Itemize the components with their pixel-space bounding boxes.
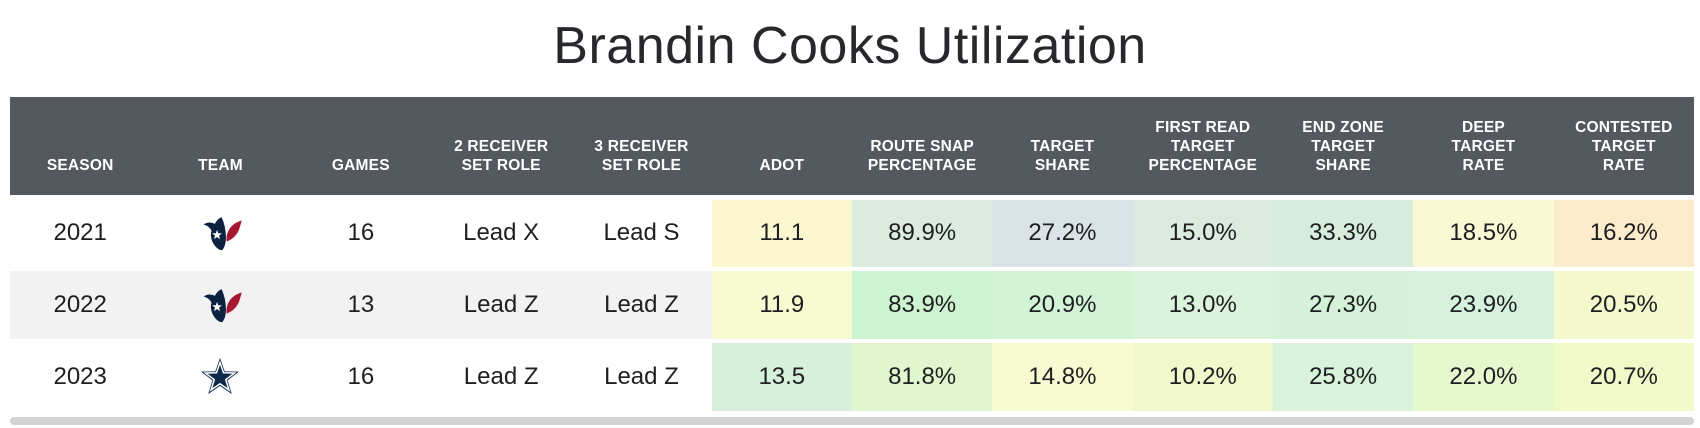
contested-target-rate-cell: 16.2% [1553,197,1694,271]
2-receiver-set-role-cell: Lead Z [430,341,572,415]
column-header-end-zone-target-share: END ZONE TARGET SHARE [1272,97,1414,200]
adot-cell: 13.5 [711,341,852,415]
column-header-contested-target-rate: CONTESTED TARGET RATE [1553,97,1694,200]
horizontal-scrollbar[interactable] [10,417,1694,425]
3-receiver-set-role-cell: Lead Z [571,341,712,415]
column-header-deep-target-rate: DEEP TARGET RATE [1413,97,1554,200]
cowboys-star-logo-icon [201,357,240,394]
season-cell: 2023 [10,341,151,415]
utilization-table: SEASON TEAM GAMES 2 RECEIVER SET ROLE 3 … [10,97,1694,415]
column-header-3-receiver-set-role: 3 RECEIVER SET ROLE [571,97,712,200]
end-zone-target-share-cell: 25.8% [1272,341,1414,415]
column-header-team: TEAM [150,97,291,200]
target-share-cell: 20.9% [992,269,1133,343]
target-share-cell: 27.2% [992,197,1133,271]
team-cell [150,341,291,415]
team-cell [150,197,291,271]
3-receiver-set-role-cell: Lead Z [571,269,712,343]
table-row-2022: 2022 13 Lead Z [10,269,1694,343]
first-read-target-percentage-cell: 15.0% [1132,197,1273,271]
page-title: Brandin Cooks Utilization [553,17,1147,75]
deep-target-rate-cell: 18.5% [1413,197,1554,271]
deep-target-rate-cell: 23.9% [1413,269,1554,343]
end-zone-target-share-cell: 33.3% [1272,197,1414,271]
contested-target-rate-cell: 20.7% [1553,341,1694,415]
end-zone-target-share-cell: 27.3% [1272,269,1414,343]
deep-target-rate-cell: 22.0% [1413,341,1554,415]
table-row-2023: 2023 16 Lead Z [10,341,1694,415]
first-read-target-percentage-cell: 10.2% [1132,341,1273,415]
team-cell [150,269,291,343]
2-receiver-set-role-cell: Lead X [430,197,572,271]
season-cell: 2022 [10,269,151,343]
games-cell: 16 [290,197,431,271]
table-row-2021: 2021 16 Lead X [10,197,1694,271]
adot-cell: 11.1 [711,197,852,271]
route-snap-percentage-cell: 83.9% [851,269,993,343]
column-header-first-read-target-percentage: FIRST READ TARGET PERCENTAGE [1132,97,1273,200]
team-logo [199,357,241,397]
adot-cell: 11.9 [711,269,852,343]
column-header-games: GAMES [290,97,431,200]
column-header-2-receiver-set-role: 2 RECEIVER SET ROLE [430,97,572,200]
games-cell: 13 [290,269,431,343]
column-header-adot: ADOT [711,97,852,200]
first-read-target-percentage-cell: 13.0% [1132,269,1273,343]
3-receiver-set-role-cell: Lead S [571,197,712,271]
column-header-route-snap-percentage: ROUTE SNAP PERCENTAGE [851,97,993,200]
target-share-cell: 14.8% [992,341,1133,415]
games-cell: 16 [290,341,431,415]
column-header-season: SEASON [10,97,151,200]
season-cell: 2021 [10,197,151,271]
team-logo [197,288,243,323]
contested-target-rate-cell: 20.5% [1553,269,1694,343]
route-snap-percentage-cell: 89.9% [851,197,993,271]
2-receiver-set-role-cell: Lead Z [430,269,572,343]
route-snap-percentage-cell: 81.8% [851,341,993,415]
table-header: SEASON TEAM GAMES 2 RECEIVER SET ROLE 3 … [10,97,1694,200]
column-header-target-share: TARGET SHARE [992,97,1133,200]
texans-logo-icon [204,216,243,250]
team-logo [197,216,243,251]
texans-logo-icon [204,288,243,322]
